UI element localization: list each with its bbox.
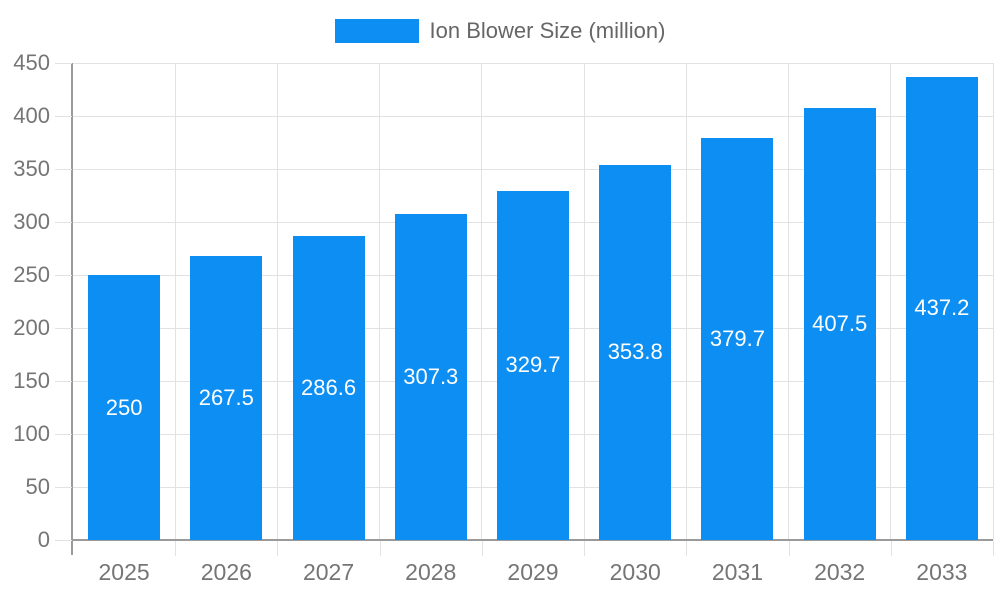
y-axis-tick — [55, 63, 72, 64]
bar[interactable]: 250 — [88, 275, 161, 540]
bar-value-label: 250 — [105, 394, 143, 420]
y-axis-tick — [55, 540, 72, 541]
y-axis-label: 300 — [13, 209, 50, 234]
x-axis-tick — [890, 541, 892, 556]
x-gridline — [481, 63, 483, 540]
y-axis-tick — [55, 275, 72, 276]
y-axis-tick — [55, 381, 72, 382]
bar[interactable]: 329.7 — [497, 190, 569, 540]
y-axis-tick — [55, 169, 72, 170]
y-axis-label: 250 — [13, 262, 50, 287]
x-axis-label: 2029 — [507, 559, 559, 585]
y-axis-label: 350 — [13, 156, 50, 181]
legend-swatch — [334, 19, 419, 43]
x-gridline — [685, 63, 687, 540]
bar-value-label: 329.7 — [505, 352, 561, 378]
x-axis-label: 2033 — [916, 559, 968, 585]
y-axis-label: 0 — [37, 527, 50, 552]
y-gridline — [73, 116, 993, 117]
bar[interactable]: 353.8 — [599, 164, 672, 540]
x-axis-tick — [686, 541, 688, 556]
bar-value-label: 437.2 — [914, 295, 970, 321]
bar[interactable]: 286.6 — [292, 236, 365, 540]
y-axis-label: 150 — [13, 368, 50, 393]
y-axis-label: 400 — [13, 103, 50, 128]
x-axis-label: 2025 — [98, 559, 150, 585]
x-gridline — [379, 63, 381, 540]
x-gridline — [276, 63, 278, 540]
bar[interactable]: 307.3 — [394, 214, 467, 540]
y-axis-tick — [55, 222, 72, 223]
x-axis-line — [73, 539, 993, 541]
y-axis-tick — [55, 487, 72, 488]
x-axis-label: 2031 — [711, 559, 764, 585]
x-gridline — [992, 63, 994, 540]
y-axis-label: 50 — [25, 474, 50, 499]
x-axis-tick — [788, 541, 790, 556]
x-axis-label: 2028 — [405, 559, 457, 585]
x-axis-tick — [379, 541, 381, 556]
y-axis-label: 100 — [13, 421, 50, 446]
bar-value-label: 353.8 — [607, 339, 663, 365]
x-gridline — [788, 63, 790, 540]
bar-value-label: 379.7 — [709, 325, 765, 351]
x-gridline — [174, 63, 176, 540]
y-axis-tick — [55, 328, 72, 329]
y-axis-label: 200 — [13, 315, 50, 340]
y-gridline — [73, 169, 993, 170]
y-axis-line — [71, 63, 73, 555]
x-axis-label: 2032 — [814, 559, 866, 585]
x-axis-tick — [993, 541, 994, 556]
y-axis-label: 450 — [13, 50, 50, 75]
bar[interactable]: 407.5 — [803, 108, 876, 540]
bar[interactable]: 267.5 — [190, 256, 263, 540]
bar-value-label: 286.6 — [301, 375, 357, 401]
x-axis-label: 2030 — [609, 559, 661, 585]
legend-label: Ion Blower Size (million) — [429, 18, 666, 43]
y-axis-tick — [55, 116, 72, 117]
x-gridline — [583, 63, 585, 540]
bar[interactable]: 379.7 — [701, 137, 774, 540]
x-axis-tick — [584, 541, 586, 556]
x-axis-tick — [175, 541, 177, 556]
x-axis-tick — [277, 541, 279, 556]
bar[interactable]: 437.2 — [905, 76, 978, 540]
x-gridline — [890, 63, 892, 540]
bar-value-label: 407.5 — [812, 311, 868, 337]
x-axis-label: 2027 — [302, 559, 355, 585]
y-gridline — [73, 63, 993, 64]
x-axis-tick — [481, 541, 483, 556]
bar-value-label: 267.5 — [198, 385, 254, 411]
x-axis-label: 2026 — [200, 559, 252, 585]
bar-value-label: 307.3 — [403, 364, 459, 390]
y-axis-tick — [55, 434, 72, 435]
legend-item[interactable]: Ion Blower Size (million) — [0, 19, 1000, 43]
